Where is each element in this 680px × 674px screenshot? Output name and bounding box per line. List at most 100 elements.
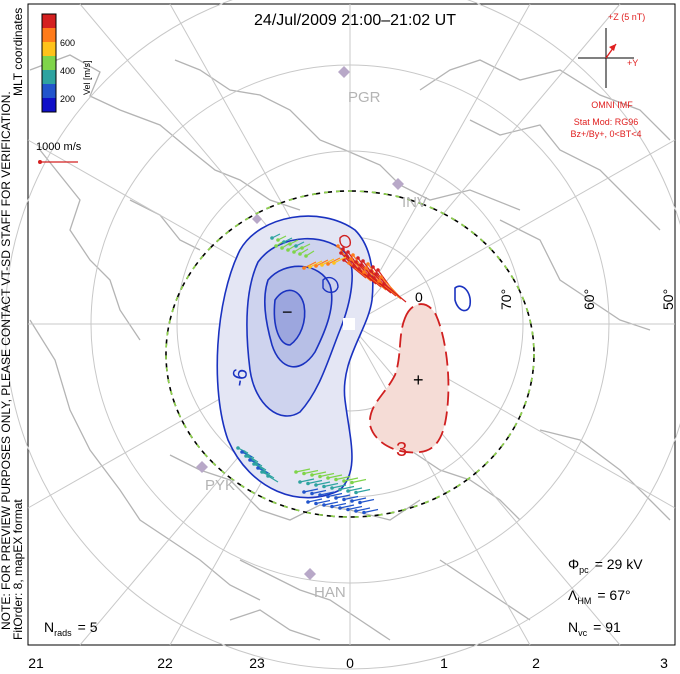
velocity-vector-dot <box>350 499 354 503</box>
velocity-vector <box>333 256 347 264</box>
velocity-vector-dot <box>362 510 366 515</box>
map-title: 24/Jul/2009 21:00–21:02 UT <box>254 12 456 29</box>
velocity-vector-dot <box>302 471 306 476</box>
svg-text:ΛHM= 67°: ΛHM = 67° <box>568 587 631 606</box>
svg-text:Φpc= 29 kV: Φpc = 29 kV <box>568 556 643 575</box>
velocity-vector <box>267 475 279 483</box>
imf-dial: +Z (5 nT) +Y OMNI IMF Stat Mod: RG96 Bz+… <box>570 12 645 139</box>
velocity-vector-dot <box>334 477 338 482</box>
velocity-vector-dot <box>351 253 355 257</box>
velocity-vector <box>307 498 323 503</box>
contour-label-zero: 0 <box>415 289 423 305</box>
velocity-vector-dot <box>342 497 346 502</box>
stat-nvc-subscript: vc <box>578 628 588 638</box>
stat-phi-symbol: Φ <box>568 556 579 572</box>
stat-nvc-value: = 91 <box>593 619 621 635</box>
velocity-vector <box>319 491 335 496</box>
velocity-vector-dot <box>310 473 314 477</box>
velocity-vector-dot <box>359 263 363 267</box>
velocity-vector-dot <box>374 272 378 276</box>
velocity-vector-dot <box>236 446 240 450</box>
colorbar-swatch <box>42 84 56 98</box>
velocity-vector-dot <box>288 242 292 246</box>
velocity-vector-dot <box>302 490 306 494</box>
velocity-vector <box>311 471 327 476</box>
stat-lambda-subscript: HM <box>577 596 591 606</box>
imf-source: OMNI IMF <box>591 100 633 110</box>
velocity-vector-dot <box>372 276 376 280</box>
velocity-vector <box>327 492 343 498</box>
velocity-vector <box>237 447 249 454</box>
velocity-vector <box>343 495 359 501</box>
colorbar-tick-400: 400 <box>60 66 75 76</box>
velocity-vector-dot <box>346 489 350 493</box>
velocity-vector-dot <box>338 506 342 510</box>
velocity-vector-dot <box>314 264 318 268</box>
velocity-vector-dot <box>354 509 358 513</box>
colorbar-swatch <box>42 56 56 70</box>
velocity-vector-dot <box>358 500 362 505</box>
stat-lambda-value: = 67° <box>597 587 630 603</box>
velocity-vector-dot <box>350 480 354 485</box>
imf-y-label: +Y <box>627 58 638 68</box>
velocity-vector-dot <box>286 248 290 252</box>
svg-text:Nvc= 91: Nvc = 91 <box>568 619 621 638</box>
velocity-vector-dot <box>330 504 334 509</box>
velocity-vector-dot <box>292 250 296 254</box>
velocity-vector-dot <box>354 260 358 264</box>
colorbar-tick-600: 600 <box>60 38 75 48</box>
velocity-vector <box>331 502 347 508</box>
velocity-vector <box>339 485 355 491</box>
velocity-vector-dot <box>338 487 342 492</box>
velocity-vector-dot <box>332 261 336 265</box>
velocity-vector <box>327 257 341 265</box>
svg-text:Nrads= 5: Nrads = 5 <box>44 619 98 638</box>
velocity-vector-dot <box>252 462 256 466</box>
velocity-colorbar <box>41 13 57 113</box>
velocity-vector-dot <box>266 474 270 478</box>
scale-vector-label: 1000 m/s <box>36 141 82 153</box>
velocity-vector-dot <box>280 246 284 250</box>
velocity-vector-dot <box>334 496 338 500</box>
velocity-vector <box>383 283 407 303</box>
velocity-vector <box>347 505 363 511</box>
colorbar-swatch <box>42 28 56 42</box>
velocity-vector <box>343 477 359 482</box>
contour-label-negative: -6 <box>228 367 253 388</box>
stat-phi-subscript: pc <box>579 565 589 575</box>
velocity-vector-dot <box>377 279 381 283</box>
velocity-vector <box>261 471 273 478</box>
station-label-pgr: PGR <box>348 89 381 106</box>
station-pgr: PGR <box>338 66 381 106</box>
mlt-label-1: 1 <box>440 655 448 671</box>
velocity-vector-dot <box>379 275 383 279</box>
negative-potential-cell <box>216 215 472 499</box>
pole-marker <box>343 318 355 330</box>
lat-label-60: 60° <box>581 289 597 310</box>
velocity-vector-dot <box>330 486 334 490</box>
velocity-vector <box>323 501 339 506</box>
velocity-vector-dot <box>310 491 314 496</box>
stat-n-rads: Nrads = 5 <box>44 619 98 638</box>
velocity-vector <box>321 258 335 266</box>
colorbar-swatch <box>42 98 56 112</box>
velocity-vector-dot <box>318 474 322 479</box>
velocity-vector-dot <box>260 470 264 474</box>
stat-phi-value: = 29 kV <box>595 556 644 572</box>
velocity-vector <box>363 508 379 514</box>
velocity-vector-dot <box>326 494 330 499</box>
velocity-vector <box>380 276 401 298</box>
velocity-vector-dot <box>294 244 298 248</box>
velocity-vector-dot <box>352 264 356 268</box>
colorbar-swatch <box>42 70 56 84</box>
imf-model-line1: Stat Mod: RG96 <box>574 117 639 127</box>
preview-note: NOTE: FOR PREVIEW PURPOSES ONLY, PLEASE … <box>0 91 13 630</box>
station-inv: INV <box>392 178 427 211</box>
velocity-vector-dot <box>248 458 252 462</box>
velocity-vector-dot <box>356 256 360 260</box>
velocity-vector-dot <box>240 450 244 454</box>
velocity-vector-dot <box>354 490 358 495</box>
velocity-vector-dot <box>256 466 260 470</box>
colorbar-tick-200: 200 <box>60 94 75 104</box>
velocity-vector-dot <box>336 244 340 248</box>
